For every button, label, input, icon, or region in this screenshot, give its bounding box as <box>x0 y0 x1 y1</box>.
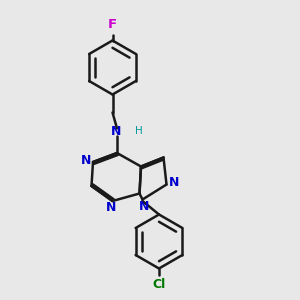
Text: F: F <box>108 19 117 32</box>
Text: N: N <box>111 125 121 139</box>
Text: N: N <box>106 201 116 214</box>
Text: Cl: Cl <box>152 278 166 290</box>
Text: N: N <box>81 154 92 167</box>
Text: N: N <box>169 176 179 190</box>
Text: H: H <box>135 125 143 136</box>
Text: N: N <box>139 200 149 213</box>
